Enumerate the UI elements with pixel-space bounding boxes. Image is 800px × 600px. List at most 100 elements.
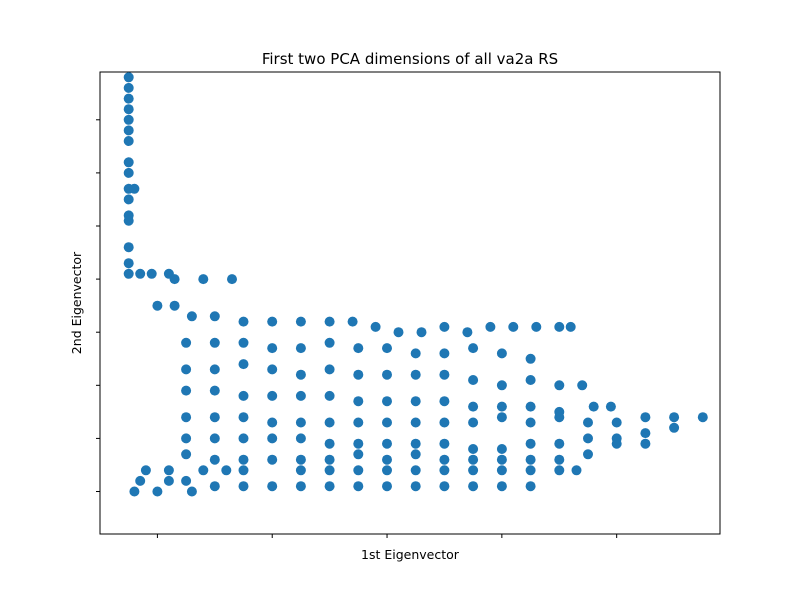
data-point (238, 412, 249, 423)
data-point (554, 321, 565, 332)
data-point (382, 417, 392, 428)
data-point (508, 321, 519, 332)
data-point (238, 390, 249, 401)
data-point (181, 433, 192, 444)
data-point (611, 417, 622, 428)
data-point (554, 438, 565, 449)
data-point (238, 454, 249, 465)
data-point (324, 417, 335, 428)
data-point (267, 316, 278, 327)
data-point (267, 454, 278, 465)
data-point (382, 396, 392, 407)
data-point (554, 380, 565, 391)
data-point (353, 417, 364, 428)
data-point (410, 417, 421, 428)
data-point (140, 465, 151, 476)
data-point (353, 396, 364, 407)
data-point (531, 321, 542, 332)
data-point (410, 465, 421, 476)
data-point (611, 438, 622, 449)
data-point (123, 258, 134, 269)
x-axis-ticks (156, 534, 618, 538)
data-point (324, 390, 335, 401)
data-point (525, 454, 536, 465)
data-point (209, 433, 220, 444)
data-point (227, 274, 237, 285)
data-point (410, 369, 421, 380)
data-point (468, 465, 479, 476)
data-point (583, 417, 593, 428)
data-point (267, 390, 278, 401)
data-point (382, 369, 392, 380)
data-point (209, 311, 220, 322)
data-point (129, 486, 140, 497)
data-point (571, 465, 582, 476)
y-axis-ticks (96, 119, 100, 493)
data-point (324, 438, 335, 449)
data-point (209, 412, 220, 423)
plot-area-frame (99, 71, 721, 535)
data-point (583, 449, 593, 460)
data-point (353, 438, 364, 449)
data-point (123, 242, 134, 253)
x-axis-label: 1st Eigenvector (361, 547, 460, 562)
data-point (123, 93, 134, 104)
data-point (152, 486, 163, 497)
data-point (416, 327, 427, 338)
data-point (353, 369, 364, 380)
data-point (152, 300, 163, 311)
data-point (468, 454, 479, 465)
data-point (238, 465, 249, 476)
points-layer (123, 72, 708, 497)
data-point (146, 268, 157, 279)
data-point (186, 311, 197, 322)
data-point (209, 481, 220, 492)
y-axis-label: 2nd Eigenvector (69, 251, 84, 354)
data-point (129, 183, 140, 194)
data-point (468, 444, 479, 454)
data-point (181, 337, 192, 348)
data-point (554, 412, 565, 423)
data-point (123, 215, 134, 226)
data-point (496, 380, 507, 391)
data-point (525, 353, 536, 364)
data-point (439, 481, 450, 492)
data-point (554, 465, 565, 476)
data-point (382, 454, 392, 465)
data-point (439, 465, 450, 476)
data-point (123, 104, 134, 115)
data-point (169, 274, 180, 285)
data-point (468, 343, 479, 354)
data-point (697, 412, 708, 423)
data-point (267, 433, 278, 444)
data-point (525, 438, 536, 449)
data-point (123, 125, 134, 136)
data-point (583, 433, 593, 444)
data-point (525, 401, 536, 412)
data-point (353, 465, 364, 476)
data-point (577, 380, 588, 391)
data-point (123, 136, 134, 146)
data-point (669, 412, 680, 423)
data-point (181, 364, 192, 375)
data-point (410, 396, 421, 407)
data-point (410, 481, 421, 492)
data-point (123, 268, 134, 279)
data-point (324, 337, 335, 348)
data-point (640, 438, 651, 449)
data-point (382, 465, 392, 476)
data-point (496, 481, 507, 492)
data-point (324, 454, 335, 465)
data-point (163, 465, 174, 476)
data-point (393, 327, 404, 338)
data-point (439, 396, 450, 407)
data-point (496, 454, 507, 465)
data-point (554, 454, 565, 465)
data-point (267, 481, 278, 492)
data-point (462, 327, 473, 338)
data-point (439, 454, 450, 465)
data-point (439, 348, 450, 359)
data-point (468, 401, 479, 412)
